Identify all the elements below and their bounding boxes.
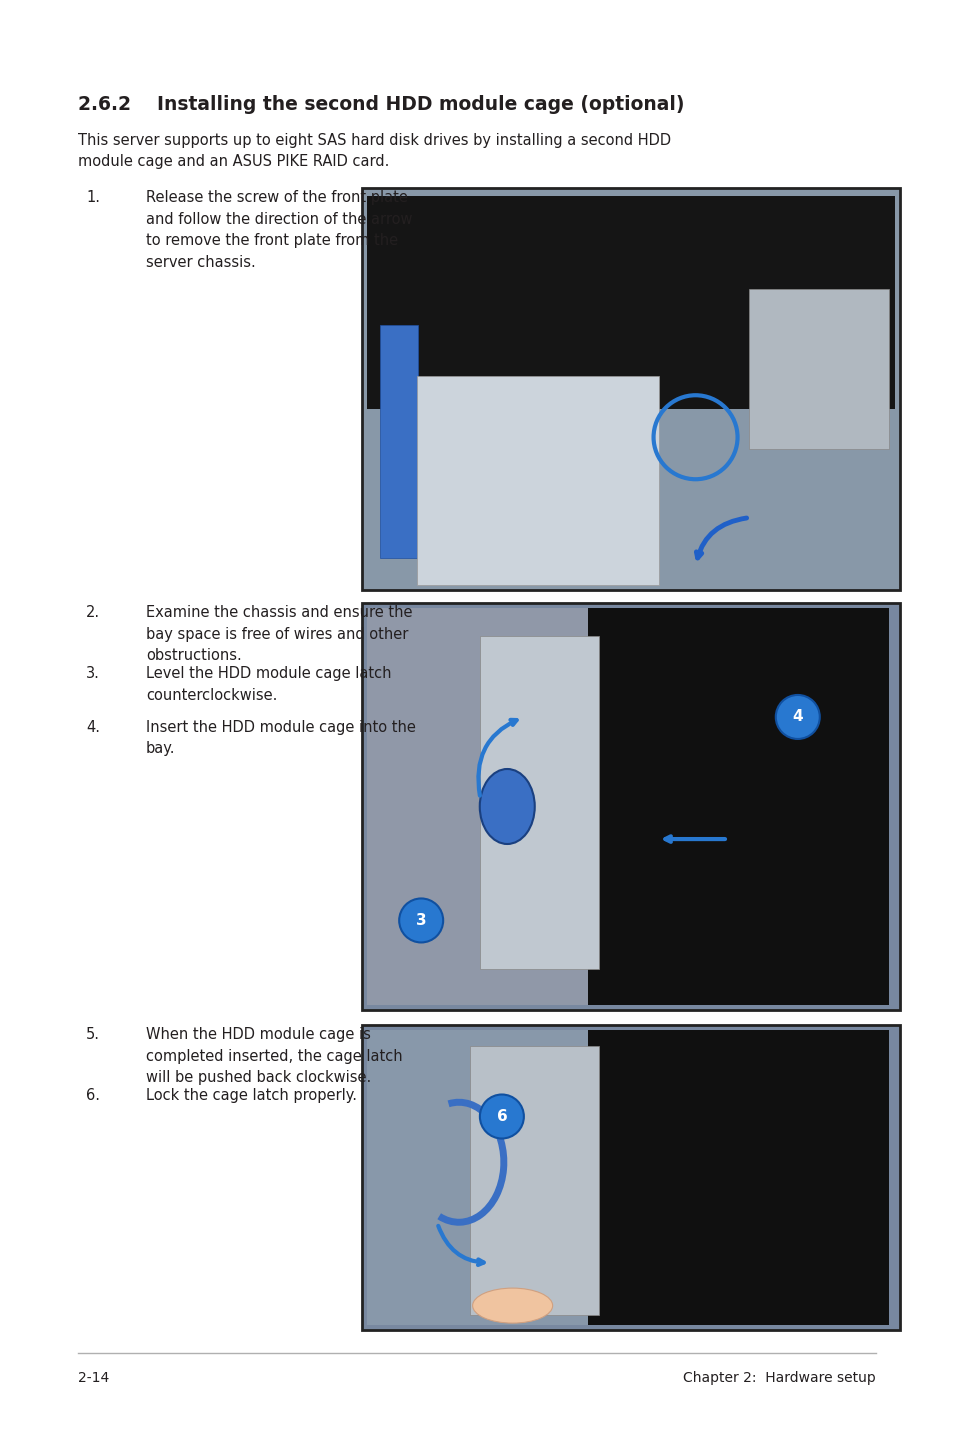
- Text: Chapter 2:  Hardware setup: Chapter 2: Hardware setup: [682, 1370, 875, 1385]
- Bar: [367, 196, 894, 408]
- Bar: [367, 1030, 587, 1324]
- Text: 3: 3: [416, 913, 426, 928]
- Bar: [361, 603, 899, 1009]
- Text: Examine the chassis and ensure the
bay space is free of wires and other
obstruct: Examine the chassis and ensure the bay s…: [146, 605, 412, 663]
- Circle shape: [775, 695, 819, 739]
- Text: 4: 4: [792, 709, 802, 725]
- Bar: [587, 1030, 888, 1324]
- Text: 6: 6: [496, 1109, 507, 1125]
- Text: 5.: 5.: [86, 1027, 100, 1043]
- Bar: [480, 636, 598, 969]
- Text: 3.: 3.: [86, 666, 100, 682]
- Bar: [367, 608, 587, 1005]
- Bar: [469, 1047, 598, 1314]
- Text: When the HDD module cage is
completed inserted, the cage latch
will be pushed ba: When the HDD module cage is completed in…: [146, 1027, 402, 1086]
- Ellipse shape: [472, 1288, 552, 1323]
- Bar: [748, 289, 888, 449]
- Text: 2.: 2.: [86, 605, 100, 620]
- Bar: [416, 375, 659, 585]
- Text: Level the HDD module cage latch
counterclockwise.: Level the HDD module cage latch counterc…: [146, 666, 391, 703]
- Bar: [379, 325, 417, 558]
- Text: 2-14: 2-14: [78, 1370, 110, 1385]
- Text: Lock the cage latch properly.: Lock the cage latch properly.: [146, 1089, 356, 1103]
- Bar: [361, 188, 899, 590]
- Text: Release the screw of the front plate
and follow the direction of the arrow
to re: Release the screw of the front plate and…: [146, 190, 412, 270]
- Bar: [361, 1025, 899, 1330]
- Circle shape: [479, 1094, 523, 1139]
- Text: Insert the HDD module cage into the
bay.: Insert the HDD module cage into the bay.: [146, 719, 416, 756]
- Ellipse shape: [479, 769, 535, 844]
- Text: 1.: 1.: [86, 190, 100, 206]
- Bar: [587, 608, 888, 1005]
- Circle shape: [398, 899, 443, 942]
- Text: 6.: 6.: [86, 1089, 100, 1103]
- Text: 4.: 4.: [86, 719, 100, 735]
- Text: 2.6.2    Installing the second HDD module cage (optional): 2.6.2 Installing the second HDD module c…: [78, 95, 684, 114]
- Text: This server supports up to eight SAS hard disk drives by installing a second HDD: This server supports up to eight SAS har…: [78, 132, 670, 170]
